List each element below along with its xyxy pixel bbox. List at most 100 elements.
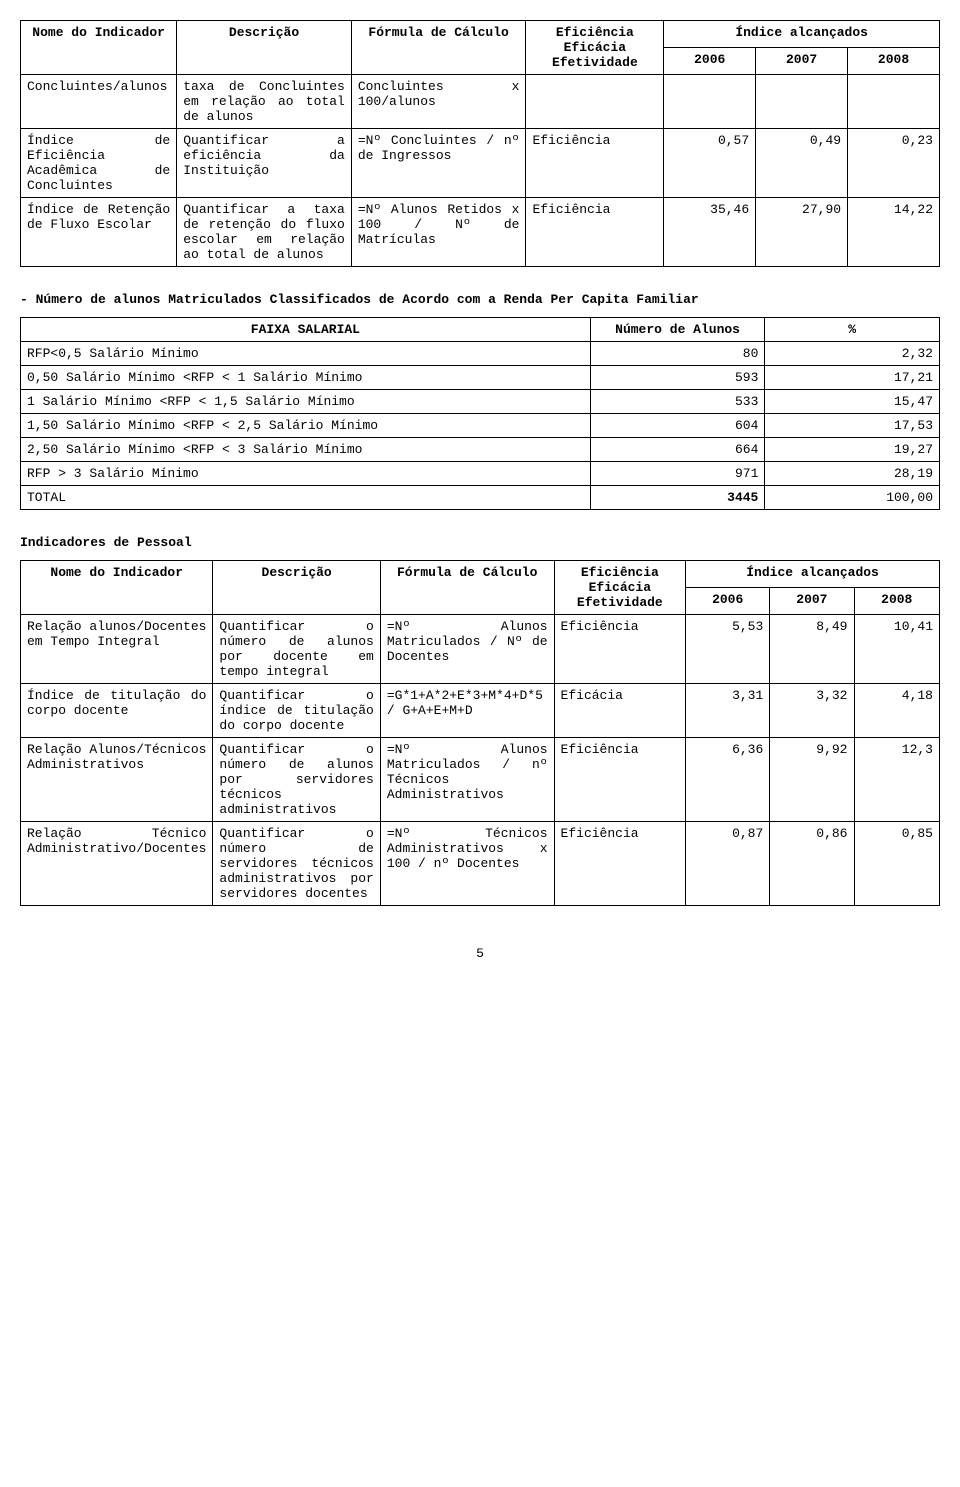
col-formula: Fórmula de Cálculo: [380, 561, 554, 615]
cell-2007: 0,49: [756, 129, 848, 198]
cell-2008: 14,22: [848, 198, 940, 267]
cell-faixa: 1 Salário Mínimo <RFP < 1,5 Salário Míni…: [21, 390, 591, 414]
cell-descricao: Quantificar a eficiência da Instituição: [177, 129, 352, 198]
table-row: Relação Alunos/Técnicos Administrativos …: [21, 738, 940, 822]
cell-faixa: TOTAL: [21, 486, 591, 510]
table-row: Concluintes/alunos taxa de Concluintes e…: [21, 75, 940, 129]
col-pct: %: [765, 318, 940, 342]
cell-2006: 5,53: [686, 615, 770, 684]
col-2008: 2008: [848, 48, 940, 75]
cell-pct: 15,47: [765, 390, 940, 414]
cell-2007: 9,92: [770, 738, 854, 822]
cell-faixa: 2,50 Salário Mínimo <RFP < 3 Salário Mín…: [21, 438, 591, 462]
cell-eee: [526, 75, 664, 129]
cell-2007: [756, 75, 848, 129]
cell-faixa: RFP > 3 Salário Mínimo: [21, 462, 591, 486]
cell-pct: 100,00: [765, 486, 940, 510]
cell-descricao: Quantificar o índice de titulação do cor…: [213, 684, 380, 738]
table-row: RFP > 3 Salário Mínimo 971 28,19: [21, 462, 940, 486]
cell-formula: =G*1+A*2+E*3+M*4+D*5 / G+A+E+M+D: [380, 684, 554, 738]
indicadores-pessoal-table: Nome do Indicador Descrição Fórmula de C…: [20, 560, 940, 906]
cell-pct: 2,32: [765, 342, 940, 366]
col-2006: 2006: [686, 588, 770, 615]
cell-faixa: 1,50 Salário Mínimo <RFP < 2,5 Salário M…: [21, 414, 591, 438]
cell-pct: 28,19: [765, 462, 940, 486]
cell-formula: Concluintes x 100/alunos: [351, 75, 526, 129]
cell-2007: 0,86: [770, 822, 854, 906]
cell-eee: Eficiência: [554, 822, 686, 906]
col-2007: 2007: [770, 588, 854, 615]
col-indice: Índice alcançados: [664, 21, 940, 48]
cell-num: 604: [590, 414, 765, 438]
cell-2006: 35,46: [664, 198, 756, 267]
cell-nome: Índice de Retenção de Fluxo Escolar: [21, 198, 177, 267]
table-row: 2,50 Salário Mínimo <RFP < 3 Salário Mín…: [21, 438, 940, 462]
cell-faixa: RFP<0,5 Salário Mínimo: [21, 342, 591, 366]
cell-formula: =Nº Alunos Matriculados / Nº de Docentes: [380, 615, 554, 684]
cell-formula: =Nº Técnicos Administrativos x 100 / nº …: [380, 822, 554, 906]
cell-formula: =Nº Alunos Matriculados / nº Técnicos Ad…: [380, 738, 554, 822]
col-indice: Índice alcançados: [686, 561, 940, 588]
col-descricao: Descrição: [177, 21, 352, 75]
cell-eee: Eficiência: [526, 129, 664, 198]
table-row: 1,50 Salário Mínimo <RFP < 2,5 Salário M…: [21, 414, 940, 438]
cell-descricao: Quantificar o número de alunos por servi…: [213, 738, 380, 822]
table-row: 0,50 Salário Mínimo <RFP < 1 Salário Mín…: [21, 366, 940, 390]
section-renda-title: - Número de alunos Matriculados Classifi…: [20, 292, 940, 307]
cell-eee: Eficiência: [554, 738, 686, 822]
table-row: Índice de Eficiência Acadêmica de Conclu…: [21, 129, 940, 198]
table-row: RFP<0,5 Salário Mínimo 80 2,32: [21, 342, 940, 366]
col-nome: Nome do Indicador: [21, 21, 177, 75]
cell-descricao: Quantificar a taxa de retenção do fluxo …: [177, 198, 352, 267]
cell-2008: 12,3: [854, 738, 940, 822]
col-eee: Eficiência Eficácia Efetividade: [554, 561, 686, 615]
table-row: Índice de Retenção de Fluxo Escolar Quan…: [21, 198, 940, 267]
cell-2008: 0,85: [854, 822, 940, 906]
cell-2007: 3,32: [770, 684, 854, 738]
col-nome: Nome do Indicador: [21, 561, 213, 615]
cell-nome: Relação Alunos/Técnicos Administrativos: [21, 738, 213, 822]
cell-2006: 0,57: [664, 129, 756, 198]
col-descricao: Descrição: [213, 561, 380, 615]
cell-2006: 0,87: [686, 822, 770, 906]
cell-pct: 17,53: [765, 414, 940, 438]
cell-eee: Eficiência: [554, 615, 686, 684]
col-eee: Eficiência Eficácia Efetividade: [526, 21, 664, 75]
table-row-total: TOTAL 3445 100,00: [21, 486, 940, 510]
cell-pct: 17,21: [765, 366, 940, 390]
col-faixa: FAIXA SALARIAL: [21, 318, 591, 342]
table-row: Índice de titulação do corpo docente Qua…: [21, 684, 940, 738]
col-2006: 2006: [664, 48, 756, 75]
cell-nome: Índice de Eficiência Acadêmica de Conclu…: [21, 129, 177, 198]
faixa-salarial-table: FAIXA SALARIAL Número de Alunos % RFP<0,…: [20, 317, 940, 510]
col-numero: Número de Alunos: [590, 318, 765, 342]
cell-nome: Relação alunos/Docentes em Tempo Integra…: [21, 615, 213, 684]
cell-nome: Índice de titulação do corpo docente: [21, 684, 213, 738]
cell-2007: 8,49: [770, 615, 854, 684]
table-row: 1 Salário Mínimo <RFP < 1,5 Salário Míni…: [21, 390, 940, 414]
cell-descricao: taxa de Concluintes em relação ao total …: [177, 75, 352, 129]
col-2008: 2008: [854, 588, 940, 615]
cell-eee: Eficiência: [526, 198, 664, 267]
cell-descricao: Quantificar o número de servidores técni…: [213, 822, 380, 906]
cell-num: 664: [590, 438, 765, 462]
col-2007: 2007: [756, 48, 848, 75]
cell-2006: 6,36: [686, 738, 770, 822]
cell-2008: [848, 75, 940, 129]
col-formula: Fórmula de Cálculo: [351, 21, 526, 75]
cell-num: 80: [590, 342, 765, 366]
cell-2008: 4,18: [854, 684, 940, 738]
cell-2007: 27,90: [756, 198, 848, 267]
cell-descricao: Quantificar o número de alunos por docen…: [213, 615, 380, 684]
cell-pct: 19,27: [765, 438, 940, 462]
page-number: 5: [20, 946, 940, 961]
cell-2006: [664, 75, 756, 129]
section-pessoal-title: Indicadores de Pessoal: [20, 535, 940, 550]
cell-formula: =Nº Concluintes / nº de Ingressos: [351, 129, 526, 198]
cell-faixa: 0,50 Salário Mínimo <RFP < 1 Salário Mín…: [21, 366, 591, 390]
cell-formula: =Nº Alunos Retidos x 100 / Nº de Matrícu…: [351, 198, 526, 267]
cell-2008: 0,23: [848, 129, 940, 198]
cell-eee: Eficácia: [554, 684, 686, 738]
cell-2006: 3,31: [686, 684, 770, 738]
table-row: Relação Técnico Administrativo/Docentes …: [21, 822, 940, 906]
